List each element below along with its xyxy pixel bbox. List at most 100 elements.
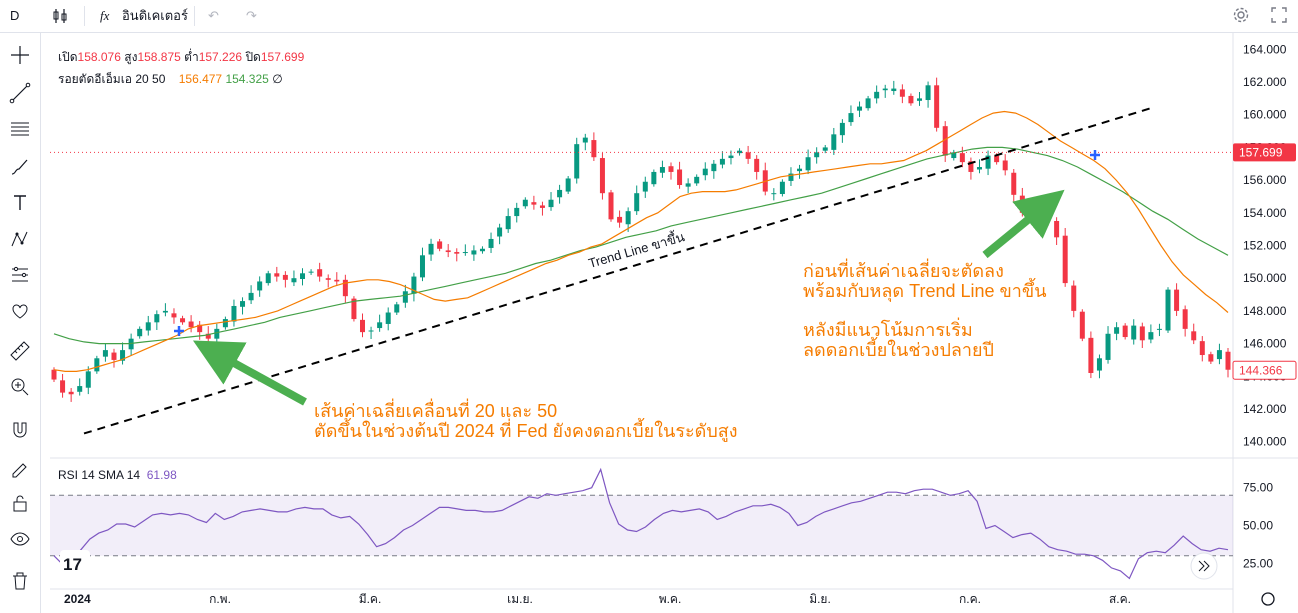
candle-body (274, 273, 280, 277)
open-value: 158.076 (77, 50, 121, 64)
candle-body (1096, 358, 1102, 371)
pattern-icon[interactable] (8, 227, 32, 251)
ema-extra: ∅ (272, 72, 283, 86)
candle-body (514, 207, 520, 217)
x-tick-label: ก.พ. (209, 592, 231, 606)
trash-icon[interactable] (8, 569, 32, 593)
heart-icon[interactable] (8, 299, 32, 323)
candle-body (951, 152, 957, 159)
x-tick-label: มิ.ย. (809, 592, 831, 606)
indicators-button[interactable]: อินดิเคเตอร์ (122, 8, 188, 23)
candle-body (257, 281, 263, 291)
candle-body (351, 298, 357, 320)
fx-icon[interactable]: fx (100, 8, 110, 23)
undo-icon[interactable]: ↶ (208, 8, 219, 23)
candle-body (762, 170, 768, 192)
y-tick-label: 162.000 (1243, 75, 1287, 89)
candle-body (608, 192, 614, 220)
candle-body (497, 227, 503, 237)
candle-body (1071, 285, 1077, 311)
candle-body (1148, 332, 1154, 340)
candle-body (1225, 351, 1231, 370)
candle-body (334, 279, 340, 282)
settings-icon[interactable] (1232, 6, 1250, 26)
candle-body (240, 301, 246, 307)
ema-label[interactable]: รอยตัดอีเอ็มเอ 20 50 (58, 72, 166, 86)
candle-body (385, 312, 391, 324)
candle-body (205, 333, 211, 339)
candle-body (651, 171, 657, 185)
text-icon[interactable] (8, 191, 32, 215)
axis-settings-icon (1261, 592, 1275, 606)
candle-body (1062, 235, 1068, 284)
candle-body (959, 153, 965, 163)
ema50-value: 154.325 (225, 72, 269, 86)
y-tick-label: 146.000 (1243, 337, 1287, 351)
candle-body (77, 386, 83, 392)
candle-body (548, 199, 554, 208)
fib-icon[interactable] (8, 117, 32, 141)
y-tick-label: 148.000 (1243, 304, 1287, 318)
crossover-marker (174, 326, 184, 336)
trendline-label: Trend Line ขาขึ้น (586, 227, 686, 271)
measure-icon[interactable] (8, 263, 32, 287)
candle-body (677, 169, 683, 186)
candle-body (359, 319, 365, 333)
candle-body (248, 292, 254, 301)
candle-body (1019, 195, 1025, 213)
arrow-right (982, 189, 1065, 259)
candle-body (1182, 309, 1188, 329)
candle-body (737, 150, 743, 154)
eye-icon[interactable] (8, 527, 32, 551)
candle-body (591, 140, 597, 158)
candle-body (1191, 331, 1197, 341)
rsi-label[interactable]: RSI 14 SMA 14 (58, 468, 141, 482)
current-price-tag (1233, 143, 1296, 162)
candle-body (805, 157, 811, 171)
candle-body (445, 250, 451, 253)
magnet-icon[interactable] (8, 419, 32, 443)
candle-body (1028, 211, 1034, 215)
ema20-value: 156.477 (178, 72, 223, 86)
candle-body (428, 243, 434, 255)
candle-body (505, 216, 511, 230)
close-label: ปิด (245, 50, 261, 64)
candle-body (634, 193, 640, 212)
scroll-right-icon (1198, 560, 1210, 572)
tv-logo-text: 17 (63, 555, 82, 574)
candle-body (1165, 289, 1171, 331)
annotation-right-line4: ลดดอกเบี้ยในช่วงปลายปี (803, 337, 994, 360)
tv-logo (60, 550, 90, 576)
ruler-icon[interactable] (8, 339, 32, 363)
candle-body (685, 183, 691, 187)
candle-body (702, 168, 708, 176)
candle-body (188, 321, 194, 328)
y-tick-label: 150.000 (1243, 271, 1287, 285)
trendline (83, 107, 1152, 435)
candle-body (180, 318, 186, 323)
candles-icon[interactable] (50, 6, 70, 26)
candle-body (874, 91, 880, 99)
open-label: เปิด (58, 50, 78, 64)
candle-body (848, 113, 854, 123)
candle-body (1088, 337, 1094, 373)
brush-icon[interactable] (8, 155, 32, 179)
candle-body (968, 161, 974, 172)
annotation-right-line3: หลังมีแนวโน้มการเริ่ม (803, 317, 973, 340)
candle-body (145, 322, 151, 331)
fullscreen-icon[interactable] (1270, 6, 1288, 26)
candle-body (1139, 326, 1145, 341)
redo-icon[interactable]: ↷ (246, 8, 257, 23)
lock-icon[interactable] (8, 491, 32, 515)
annotation-right-line2: พร้อมกับหลุด Trend Line ขาขึ้น (803, 278, 1047, 302)
trendline-icon[interactable] (8, 81, 32, 105)
symbol-initial[interactable]: D (10, 8, 20, 23)
drawing-toolbar (0, 33, 41, 613)
top-toolbar: D fx อินดิเคเตอร์ ↶ ↷ (0, 0, 1298, 33)
lock-draw-icon[interactable] (8, 455, 32, 479)
candle-body (308, 271, 314, 273)
candle-body (120, 350, 126, 361)
zoom-in-icon[interactable] (8, 375, 32, 399)
candle-body (282, 274, 288, 280)
crosshair-icon[interactable] (8, 43, 32, 67)
